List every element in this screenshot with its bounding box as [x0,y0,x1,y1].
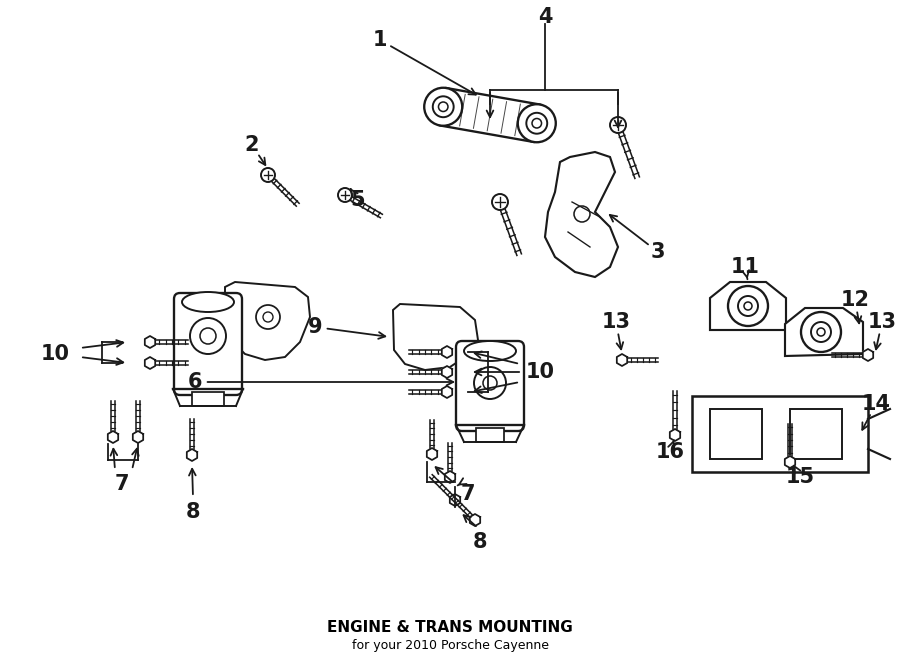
Text: 7: 7 [461,484,475,504]
Bar [710,409,762,459]
Polygon shape [545,152,618,277]
Circle shape [574,206,590,222]
Polygon shape [108,431,118,443]
Text: 15: 15 [786,467,815,487]
Bar [476,428,504,442]
Text: 10: 10 [40,344,69,364]
Circle shape [338,188,352,202]
Text: 13: 13 [868,312,896,332]
Circle shape [474,367,506,399]
Circle shape [811,322,831,342]
Circle shape [438,102,448,111]
Text: 16: 16 [655,442,685,462]
Text: 1: 1 [373,30,387,50]
Circle shape [744,302,752,310]
Polygon shape [616,354,627,366]
Text: ENGINE & TRANS MOUNTING: ENGINE & TRANS MOUNTING [327,620,573,634]
Circle shape [817,328,825,336]
Circle shape [200,328,216,344]
Circle shape [263,312,273,322]
Circle shape [483,376,497,390]
Polygon shape [470,514,481,526]
Circle shape [728,286,768,326]
FancyBboxPatch shape [174,293,242,395]
Circle shape [433,96,454,117]
Polygon shape [187,449,197,461]
Circle shape [738,296,758,316]
Text: for your 2010 Porsche Cayenne: for your 2010 Porsche Cayenne [352,639,548,653]
Circle shape [610,117,626,133]
Polygon shape [427,448,437,460]
Polygon shape [670,429,680,441]
FancyBboxPatch shape [456,341,524,431]
Polygon shape [442,346,452,358]
Circle shape [526,113,547,134]
Text: 11: 11 [731,257,760,277]
Text: 8: 8 [472,532,487,552]
Circle shape [261,168,275,182]
Polygon shape [442,366,452,378]
Text: 4: 4 [538,7,553,27]
Ellipse shape [464,341,516,361]
Polygon shape [133,431,143,443]
Polygon shape [450,494,460,506]
Polygon shape [785,308,863,356]
Polygon shape [710,282,786,330]
Polygon shape [145,357,155,369]
Text: 3: 3 [651,242,665,262]
Bar [790,409,842,459]
Circle shape [424,88,463,126]
Text: 8: 8 [185,502,201,522]
Circle shape [532,118,542,128]
Text: 10: 10 [526,362,554,382]
Text: 12: 12 [841,290,869,310]
Polygon shape [785,456,796,468]
Polygon shape [225,282,310,360]
Circle shape [256,305,280,329]
Bar [192,392,224,406]
Bar [692,396,868,472]
Polygon shape [440,88,540,142]
Text: 2: 2 [245,135,259,155]
Text: 7: 7 [115,474,130,494]
Polygon shape [445,471,455,483]
Text: 14: 14 [861,394,890,414]
Text: 6: 6 [188,372,202,392]
Text: 9: 9 [308,317,322,337]
Text: 13: 13 [601,312,631,332]
Text: 5: 5 [351,190,365,210]
Circle shape [190,318,226,354]
Ellipse shape [182,292,234,312]
Circle shape [518,104,556,142]
Polygon shape [393,304,478,370]
Circle shape [801,312,841,352]
Circle shape [492,194,508,210]
Polygon shape [442,386,452,398]
Polygon shape [863,349,873,361]
Polygon shape [145,336,155,348]
